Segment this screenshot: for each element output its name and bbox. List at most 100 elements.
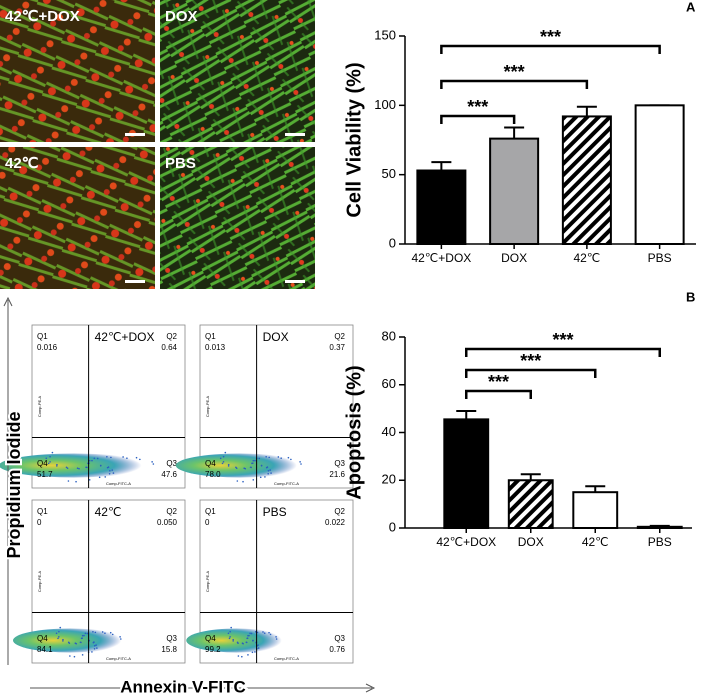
flow-dot <box>104 632 106 634</box>
flow-dot <box>246 637 249 640</box>
flow-dot <box>241 655 243 658</box>
flow-dot <box>300 463 302 465</box>
flow-dot <box>269 633 272 636</box>
flow-dot <box>79 641 82 644</box>
significance-label: *** <box>540 27 561 47</box>
scale-bar <box>285 133 305 136</box>
flow-axis-y: Comp-PE-A <box>205 571 210 593</box>
quadrant-value: 0.050 <box>157 518 178 527</box>
significance-bracket <box>465 347 661 357</box>
quadrant-value: 0.64 <box>161 343 177 352</box>
significance-label: *** <box>504 62 525 82</box>
quadrant-value: 0.022 <box>325 518 346 527</box>
flow-dot <box>108 472 111 475</box>
quadrant-name: Q4 <box>37 459 48 468</box>
flow-dot <box>236 641 239 644</box>
flow-dot <box>86 632 89 635</box>
quadrant-name: Q2 <box>166 332 177 341</box>
flow-dot <box>265 455 267 458</box>
flow-dot <box>62 638 64 641</box>
quadrant-name: Q4 <box>205 634 216 643</box>
flow-dot <box>98 476 101 479</box>
arrow-head <box>3 296 13 307</box>
flow-dot <box>126 457 128 459</box>
flow-dot <box>249 466 252 469</box>
quadrant-name: Q2 <box>334 507 345 516</box>
flow-dot <box>260 464 263 467</box>
quadrant-value: 99.2 <box>205 645 221 654</box>
quadrant-name: Q1 <box>205 507 216 516</box>
flow-label: 42℃ <box>95 505 122 519</box>
micrograph <box>160 0 315 142</box>
y-tick-label: 0 <box>389 235 396 250</box>
micrograph <box>0 0 155 142</box>
flow-dot <box>78 467 80 470</box>
flow-axis-x: Comp-FITC-A <box>274 481 299 486</box>
flow-dot <box>254 459 256 462</box>
flow-dot <box>228 637 231 640</box>
flow-axis-x: Comp-FITC-A <box>106 656 131 661</box>
flow-cloud <box>0 453 149 478</box>
y-axis-title: Cell Viability (%) <box>343 62 365 217</box>
flow-dot <box>264 476 266 478</box>
flow-dot <box>58 630 60 633</box>
quadrant-name: Q1 <box>37 507 48 516</box>
flow-dot <box>280 457 282 459</box>
quadrant-name: Q4 <box>205 459 216 468</box>
flow-dot <box>58 636 60 638</box>
flow-dot <box>55 632 58 635</box>
flow-dot <box>109 469 111 472</box>
flow-dot <box>92 641 95 644</box>
micrograph <box>0 147 155 289</box>
bar <box>416 169 467 245</box>
flow-dot <box>299 461 301 463</box>
y-tick-label: 60 <box>382 376 396 391</box>
flow-dot <box>91 651 93 653</box>
flow-axis-x: Comp-FITC-A <box>106 481 131 486</box>
x-tick-label: 42℃+DOX <box>411 251 471 265</box>
flow-dot <box>277 456 280 458</box>
scale-bar <box>285 280 305 283</box>
flow-dot <box>242 480 244 483</box>
flow-axis-y: Comp-PE-A <box>37 571 42 593</box>
flow-dot <box>229 630 231 633</box>
flow-dot <box>262 631 264 633</box>
flow-dot <box>45 457 48 460</box>
flow-dot <box>85 466 87 469</box>
image-label: 42℃+DOX <box>5 8 80 25</box>
flow-dot <box>245 641 248 644</box>
significance-bracket <box>465 368 597 378</box>
flow-dot <box>227 465 230 467</box>
y-tick-label: 100 <box>374 97 396 112</box>
flow-dot <box>56 463 58 466</box>
significance-label: *** <box>552 330 573 350</box>
quadrant-value: 0.013 <box>205 343 226 352</box>
image-label: DOX <box>165 8 198 25</box>
significance-label: *** <box>488 372 509 392</box>
flow-dot <box>227 632 230 635</box>
flow-dot <box>251 462 254 465</box>
flow-dot <box>275 636 277 638</box>
flow-dot <box>250 632 253 635</box>
flow-dot <box>119 636 121 638</box>
flow-dot <box>91 459 93 462</box>
scale-bar <box>125 280 145 283</box>
flow-dot <box>74 642 77 645</box>
flow-dot <box>222 461 225 463</box>
flow-cloud <box>186 628 287 653</box>
bar <box>443 418 490 529</box>
flow-dot <box>112 472 115 474</box>
flow-dot <box>96 647 98 649</box>
flow-x-title: Annexin V-FITC <box>120 677 246 696</box>
quadrant-value: 47.6 <box>161 470 177 479</box>
image-label: 42℃ <box>5 155 39 172</box>
quadrant-name: Q2 <box>166 507 177 516</box>
flow-dot <box>268 456 270 459</box>
flow-dot <box>265 466 268 469</box>
arrow-head <box>365 683 376 693</box>
quadrant-name: Q2 <box>334 332 345 341</box>
flow-dot <box>259 476 262 479</box>
flow-dot <box>120 638 122 640</box>
